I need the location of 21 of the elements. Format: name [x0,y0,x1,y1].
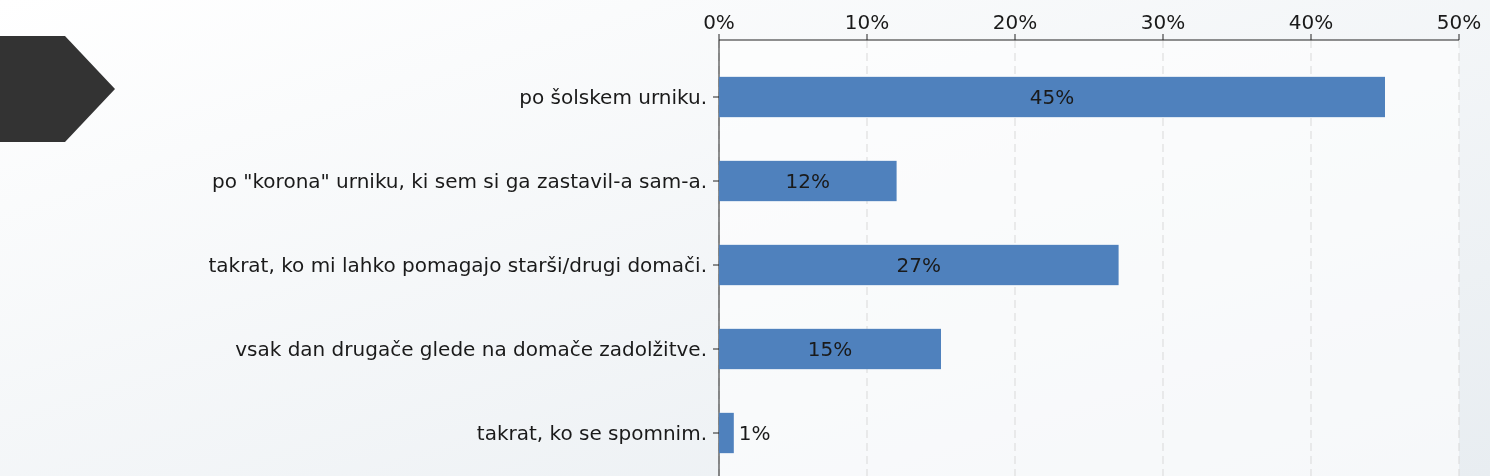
y-tick-label: takrat, ko se spomnim. [476,421,707,445]
bar [719,328,941,370]
x-tick-label: 10% [844,10,890,34]
bar [719,412,734,454]
data-label: 1% [738,421,771,445]
y-tick-label: po šolskem urniku. [519,85,707,109]
x-tick-label: 20% [992,10,1038,34]
data-label: 27% [896,253,942,277]
bar [719,76,1385,118]
x-tick-label: 30% [1140,10,1186,34]
y-tick-label: takrat, ko mi lahko pomagajo starši/drugi domači. [208,253,707,277]
x-tick-label: 0% [703,10,735,34]
bar [719,160,897,202]
y-tick-label: vsak dan drugače glede na domače zadolžitve. [235,337,707,361]
x-tick-label: 50% [1436,10,1482,34]
y-tick-label: po "korona" urniku, ki sem si ga zastavil-a sam-a. [212,169,707,193]
bar [719,244,1119,286]
data-label: 15% [807,337,853,361]
x-tick-label: 40% [1288,10,1334,34]
data-label: 12% [785,169,831,193]
data-label: 45% [1029,85,1075,109]
